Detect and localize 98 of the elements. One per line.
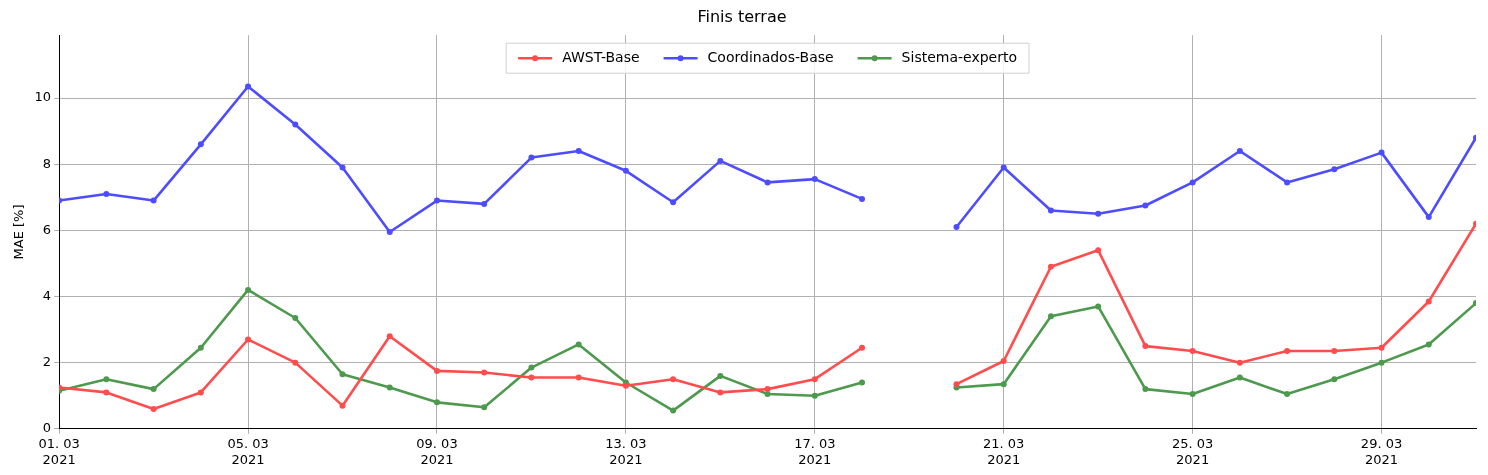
point (103, 376, 110, 383)
point (103, 389, 110, 396)
point (1142, 343, 1149, 350)
point (245, 336, 252, 343)
point (433, 197, 440, 204)
point (1236, 147, 1243, 154)
x-tick-label: 05. 03 2021 (227, 435, 269, 467)
point (197, 344, 204, 351)
point (386, 384, 393, 391)
point (481, 369, 488, 376)
point (1425, 298, 1432, 305)
point (1047, 263, 1054, 270)
point (859, 379, 866, 386)
point (292, 315, 299, 321)
point (1095, 303, 1102, 310)
point (339, 164, 346, 171)
point (1378, 359, 1385, 366)
point (859, 195, 866, 202)
point (1047, 313, 1054, 320)
point (292, 359, 299, 366)
point (670, 376, 677, 383)
point (1189, 391, 1196, 398)
y-tick-label: 2 (42, 354, 52, 370)
legend-label: Sistema-experto (901, 48, 1018, 65)
point (1378, 149, 1385, 156)
point (528, 374, 535, 381)
point (528, 154, 535, 161)
y-tick-label: 4 (42, 287, 52, 303)
point (1095, 210, 1102, 217)
x-tick-label: 13. 03 2021 (605, 435, 647, 467)
point (433, 367, 440, 374)
point (575, 147, 582, 154)
point (1331, 376, 1338, 383)
y-tick-label: 10 (34, 89, 52, 105)
point (1378, 344, 1385, 351)
point (1095, 247, 1102, 254)
point (1284, 391, 1291, 398)
point (433, 399, 440, 406)
point (1142, 202, 1149, 209)
point (670, 407, 677, 414)
x-tick-label: 01. 03 2021 (38, 435, 80, 467)
point (292, 121, 299, 128)
point (1142, 386, 1149, 393)
x-tick-label: 17. 03 2021 (794, 435, 836, 467)
x-tick-label: 21. 03 2021 (983, 435, 1025, 467)
point (103, 190, 110, 197)
x-tick-label: 09. 03 2021 (416, 435, 458, 467)
x-tick-label: 29. 03 2021 (1360, 435, 1403, 467)
point (1189, 179, 1196, 186)
point (764, 386, 771, 393)
point (1284, 348, 1291, 355)
point (811, 176, 818, 183)
point (150, 386, 157, 393)
point (528, 364, 535, 371)
point (1236, 359, 1243, 366)
point (670, 199, 677, 206)
point (1425, 214, 1432, 221)
point (1000, 381, 1007, 388)
legend-label: AWST-Base (562, 48, 640, 65)
point (811, 376, 818, 383)
x-tick-label: 25. 03 2021 (1171, 435, 1214, 467)
point (622, 167, 629, 174)
point (150, 405, 157, 412)
point (764, 179, 771, 186)
point (1425, 341, 1432, 348)
point (197, 389, 204, 396)
point (481, 404, 488, 411)
point (386, 333, 393, 340)
legend-label: Coordinados-Base (707, 48, 834, 65)
point (339, 371, 346, 378)
chart-title: Finis terrae (697, 6, 787, 26)
y-tick-label: 8 (42, 155, 52, 171)
point (1189, 348, 1196, 355)
point (859, 344, 866, 351)
point (245, 83, 252, 90)
point (386, 229, 393, 235)
y-axis-title: MAE [%] (11, 204, 27, 260)
point (1000, 358, 1007, 364)
point (1047, 207, 1054, 214)
point (339, 402, 346, 409)
y-tick-label: 0 (42, 420, 52, 436)
point (575, 341, 582, 348)
y-tick-label: 6 (42, 221, 52, 237)
point (245, 286, 252, 293)
point (197, 141, 204, 148)
point (717, 389, 724, 396)
point (1331, 166, 1338, 173)
point (717, 372, 724, 379)
point (150, 197, 157, 204)
point (1000, 164, 1007, 171)
point (575, 374, 582, 381)
point (953, 224, 960, 231)
point (481, 200, 488, 207)
point (1284, 179, 1291, 186)
point (1331, 348, 1338, 355)
point (1236, 374, 1243, 381)
point (811, 392, 818, 399)
point (717, 157, 724, 164)
